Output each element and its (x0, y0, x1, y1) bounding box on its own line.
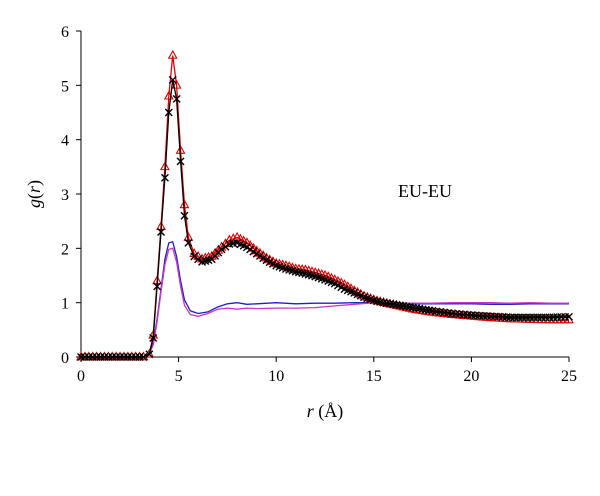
y-tick-label: 2 (61, 241, 69, 258)
series-line (81, 247, 569, 358)
y-tick-label: 5 (61, 78, 69, 95)
y-axis-var: r (24, 185, 44, 193)
x-tick-label: 5 (175, 368, 183, 385)
y-axis-close: ) (24, 180, 45, 186)
data-point-cross (221, 242, 230, 251)
y-tick-label: 6 (61, 24, 69, 41)
data-point-cross (157, 228, 166, 237)
series-line (81, 240, 569, 358)
data-point-cross (153, 282, 162, 291)
y-ticks: 0 1 2 3 4 5 6 (61, 24, 81, 367)
annotation-label: EU-EU (398, 181, 452, 201)
x-tick-label: 20 (463, 368, 479, 385)
y-axis-func: g (24, 199, 44, 208)
data-point-cross (190, 252, 199, 261)
x-axis-title: r (Å) (307, 401, 344, 422)
data-point-cross (139, 353, 148, 361)
series-1 (81, 240, 569, 358)
data-point-triangle (167, 49, 178, 59)
x-axis-var: r (307, 401, 315, 421)
x-axis-unit: (Å) (314, 401, 344, 422)
x-ticks: 0 5 10 15 20 25 (77, 357, 577, 385)
data-point-triangle (171, 79, 182, 89)
x-tick-label: 15 (366, 368, 382, 385)
x-tick-label: 0 (77, 368, 85, 385)
data-point-cross (176, 157, 185, 166)
data-point-triangle (228, 233, 239, 243)
y-axis-title: g(r) (24, 180, 45, 208)
y-tick-label: 0 (61, 350, 69, 367)
data-point-cross (194, 255, 203, 264)
series-4 (77, 75, 573, 361)
data-point-cross (145, 350, 154, 359)
x-tick-label: 25 (561, 368, 577, 385)
series-line (81, 79, 570, 358)
data-point-cross (172, 94, 181, 103)
data-point-cross (180, 211, 189, 220)
data-point-triangle (224, 234, 235, 244)
data-point-cross (184, 238, 193, 247)
series-layer (76, 49, 574, 361)
data-point-cross (168, 75, 177, 84)
series-line (81, 55, 569, 358)
y-tick-label: 1 (61, 296, 69, 313)
data-point-cross (164, 108, 173, 117)
axes: 0 5 10 15 20 25 0 1 2 3 4 5 6 (61, 24, 577, 385)
y-axis-open: ( (24, 193, 45, 199)
data-point-cross (217, 245, 226, 254)
data-point-cross (149, 333, 158, 342)
y-tick-label: 4 (61, 133, 69, 150)
data-point-triangle (144, 348, 155, 358)
x-tick-label: 10 (268, 368, 284, 385)
data-point-cross (565, 312, 573, 321)
y-tick-label: 3 (61, 187, 69, 204)
series-2 (81, 247, 569, 358)
data-point-cross (160, 173, 169, 182)
